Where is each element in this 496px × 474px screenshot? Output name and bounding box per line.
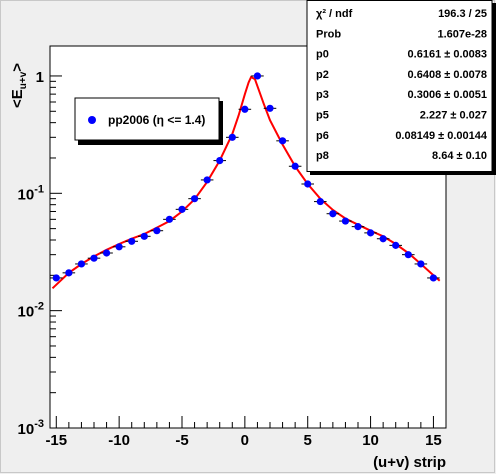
legend: pp2006 (η <= 1.4): [74, 97, 223, 145]
data-point: [102, 249, 111, 257]
stat-label: p8: [316, 150, 329, 162]
x-tick-label: 10: [362, 432, 379, 449]
stat-value: 0.6408 ± 0.0078: [408, 69, 487, 81]
x-tick-label: -10: [108, 432, 130, 449]
stat-value: 0.3006 ± 0.0051: [408, 89, 487, 101]
x-tick-label: 5: [304, 432, 312, 449]
data-point: [291, 162, 299, 170]
data-point: [115, 243, 123, 251]
data-point: [404, 251, 412, 259]
y-tick-label: 10-2: [18, 301, 44, 321]
data-point: [165, 215, 174, 223]
data-point: [278, 137, 287, 145]
y-axis-title: <Eu+v>: [9, 63, 29, 108]
stat-value: 1.607e-28: [437, 28, 487, 40]
legend-marker: [88, 116, 96, 124]
data-point: [366, 229, 375, 237]
data-point: [354, 223, 362, 231]
x-axis-title: (u+v) strip: [373, 454, 446, 471]
x-tick-label: 15: [425, 432, 442, 449]
data-point: [128, 237, 136, 245]
data-point: [316, 197, 324, 206]
data-point: [190, 195, 199, 203]
stat-label: p2: [316, 69, 329, 81]
fit-stats-box: χ² / ndf 196.3 / 25 Prob 1.607e-28 p0 0.6161 …: [306, 0, 496, 175]
data-point: [329, 210, 337, 218]
data-point: [77, 260, 86, 268]
y-tick-label: 1: [36, 69, 44, 86]
stat-value: 0.6161 ± 0.0083: [408, 49, 487, 61]
stat-label: p0: [316, 49, 329, 61]
data-point: [90, 254, 98, 262]
data-point: [203, 176, 211, 184]
data-point: [379, 235, 387, 243]
y-axis: 1 10-1 10-2 10-3: [18, 69, 62, 438]
data-point: [392, 241, 400, 249]
data-point: [304, 180, 312, 188]
data-point: [341, 217, 350, 225]
stat-value: 0.08149 ± 0.00144: [395, 130, 488, 142]
legend-label: pp2006 (η <= 1.4): [108, 113, 205, 127]
stat-label: p6: [316, 130, 329, 142]
data-point: [266, 104, 274, 112]
stat-value: 8.64 ± 0.10: [432, 150, 487, 162]
stat-label: p5: [316, 110, 329, 122]
stat-label: Prob: [316, 28, 341, 40]
data-point: [153, 227, 161, 235]
x-tick-label: 0: [241, 432, 249, 449]
stat-value: 2.227 ± 0.027: [420, 110, 487, 122]
stat-label: p3: [316, 89, 329, 101]
data-point: [228, 133, 236, 141]
data-series: [50, 72, 440, 282]
y-tick-label: 10-3: [18, 418, 44, 438]
data-point: [216, 156, 224, 165]
x-tick-label: -15: [45, 432, 67, 449]
data-point: [52, 274, 60, 282]
stat-label: χ² / ndf: [316, 8, 353, 20]
x-axis: -15 -10 -5 0 5 10 15: [45, 416, 447, 449]
data-point: [241, 105, 249, 113]
data-point: [253, 72, 262, 80]
stat-value: 196.3 / 25: [438, 8, 487, 20]
data-point: [429, 274, 438, 282]
data-point: [65, 269, 73, 277]
y-tick-label: 10-1: [18, 183, 44, 203]
data-point: [417, 260, 425, 268]
x-tick-label: -5: [175, 432, 188, 449]
data-point: [140, 232, 148, 240]
data-point: [178, 205, 186, 213]
